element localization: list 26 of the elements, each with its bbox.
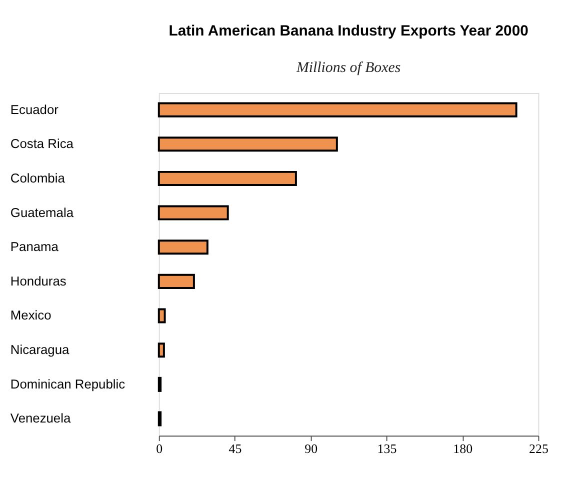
y-tick-label: Guatemala <box>10 204 74 220</box>
chart-subtitle: Millions of Boxes <box>295 60 401 76</box>
bar <box>158 240 208 255</box>
chart-title: Latin American Banana Industry Exports Year 2000 <box>168 23 528 40</box>
x-tick-label: 0 <box>156 442 163 456</box>
x-tick-label: 135 <box>377 442 397 456</box>
bar <box>158 136 338 152</box>
y-tick-label: Venezuela <box>10 410 72 426</box>
x-tick-label: 45 <box>228 442 242 456</box>
y-tick-label: Colombia <box>10 170 66 186</box>
y-tick-label: Panama <box>10 239 60 254</box>
bar <box>158 274 195 289</box>
y-tick-label: Dominican Republic <box>10 376 126 392</box>
y-tick-label: Ecuador <box>10 102 60 117</box>
x-tick-label: 90 <box>304 442 318 456</box>
y-tick-label: Mexico <box>10 308 52 323</box>
x-tick-label: 180 <box>453 442 473 456</box>
y-tick-label: Honduras <box>10 273 66 288</box>
y-tick-label: Nicaragua <box>10 342 70 358</box>
bar <box>158 102 518 118</box>
bar <box>158 308 166 324</box>
y-tick-label: Costa Rica <box>10 136 74 152</box>
bar <box>158 170 297 186</box>
bar <box>158 342 165 358</box>
bar <box>158 205 229 220</box>
x-tick-label: 225 <box>529 442 548 456</box>
